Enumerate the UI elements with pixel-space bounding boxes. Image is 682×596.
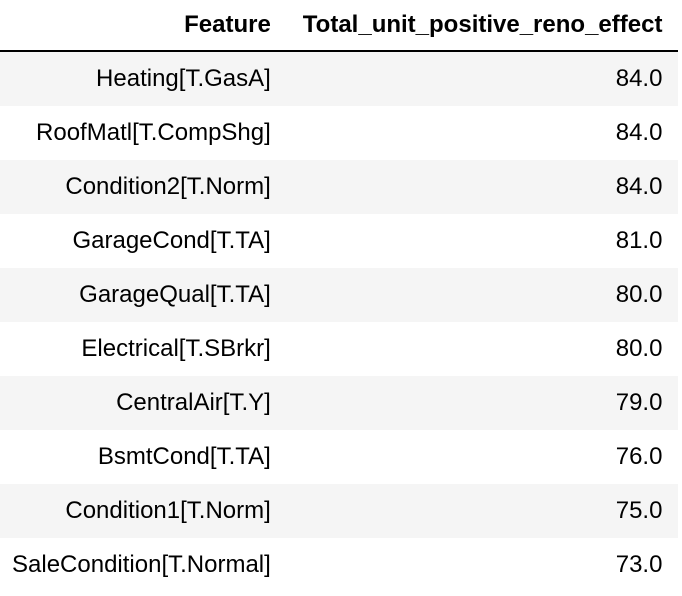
value-cell: 80.0: [615, 281, 663, 308]
table-row: Electrical[T.SBrkr] 80.0: [0, 322, 679, 376]
table-body: Heating[T.GasA] 84.0 RoofMatl[T.CompShg]…: [0, 51, 679, 592]
column-header-total-unit-positive-reno-effect: Total_unit_positive_reno_effect: [286, 0, 679, 52]
feature-cell: CentralAir[T.Y]: [116, 389, 271, 416]
feature-cell: GarageQual[T.TA]: [79, 281, 271, 308]
value-cell: 84.0: [615, 173, 663, 200]
header-row: Feature Total_unit_positive_reno_effect: [0, 0, 679, 52]
table-row: GarageCond[T.TA] 81.0: [0, 214, 679, 268]
value-cell: 79.0: [615, 389, 663, 416]
table-row: Condition2[T.Norm] 84.0: [0, 160, 679, 214]
value-cell: 76.0: [615, 443, 663, 470]
value-cell: 80.0: [615, 335, 663, 362]
value-cell: 84.0: [615, 119, 663, 146]
value-cell: 73.0: [615, 551, 663, 578]
feature-cell: GarageCond[T.TA]: [72, 227, 271, 254]
table-row: BsmtCond[T.TA] 76.0: [0, 430, 679, 484]
value-cell: 75.0: [615, 497, 663, 524]
feature-cell: SaleCondition[T.Normal]: [12, 551, 271, 578]
feature-cell: Condition1[T.Norm]: [65, 497, 271, 524]
table-row: Heating[T.GasA] 84.0: [0, 51, 679, 106]
feature-cell: Condition2[T.Norm]: [65, 173, 271, 200]
table-header: Feature Total_unit_positive_reno_effect: [0, 0, 679, 52]
feature-cell: Heating[T.GasA]: [96, 65, 271, 92]
table-row: CentralAir[T.Y] 79.0: [0, 376, 679, 430]
feature-cell: BsmtCond[T.TA]: [97, 443, 271, 470]
feature-cell: Electrical[T.SBrkr]: [81, 335, 271, 362]
table-row: Condition1[T.Norm] 75.0: [0, 484, 679, 538]
value-cell: 84.0: [615, 65, 663, 92]
table-row: GarageQual[T.TA] 80.0: [0, 268, 679, 322]
column-header-feature: Feature: [0, 0, 287, 52]
table-row: RoofMatl[T.CompShg] 84.0: [0, 106, 679, 160]
value-cell: 81.0: [615, 227, 663, 254]
table-row: SaleCondition[T.Normal] 73.0: [0, 538, 679, 592]
feature-cell: RoofMatl[T.CompShg]: [36, 119, 271, 146]
